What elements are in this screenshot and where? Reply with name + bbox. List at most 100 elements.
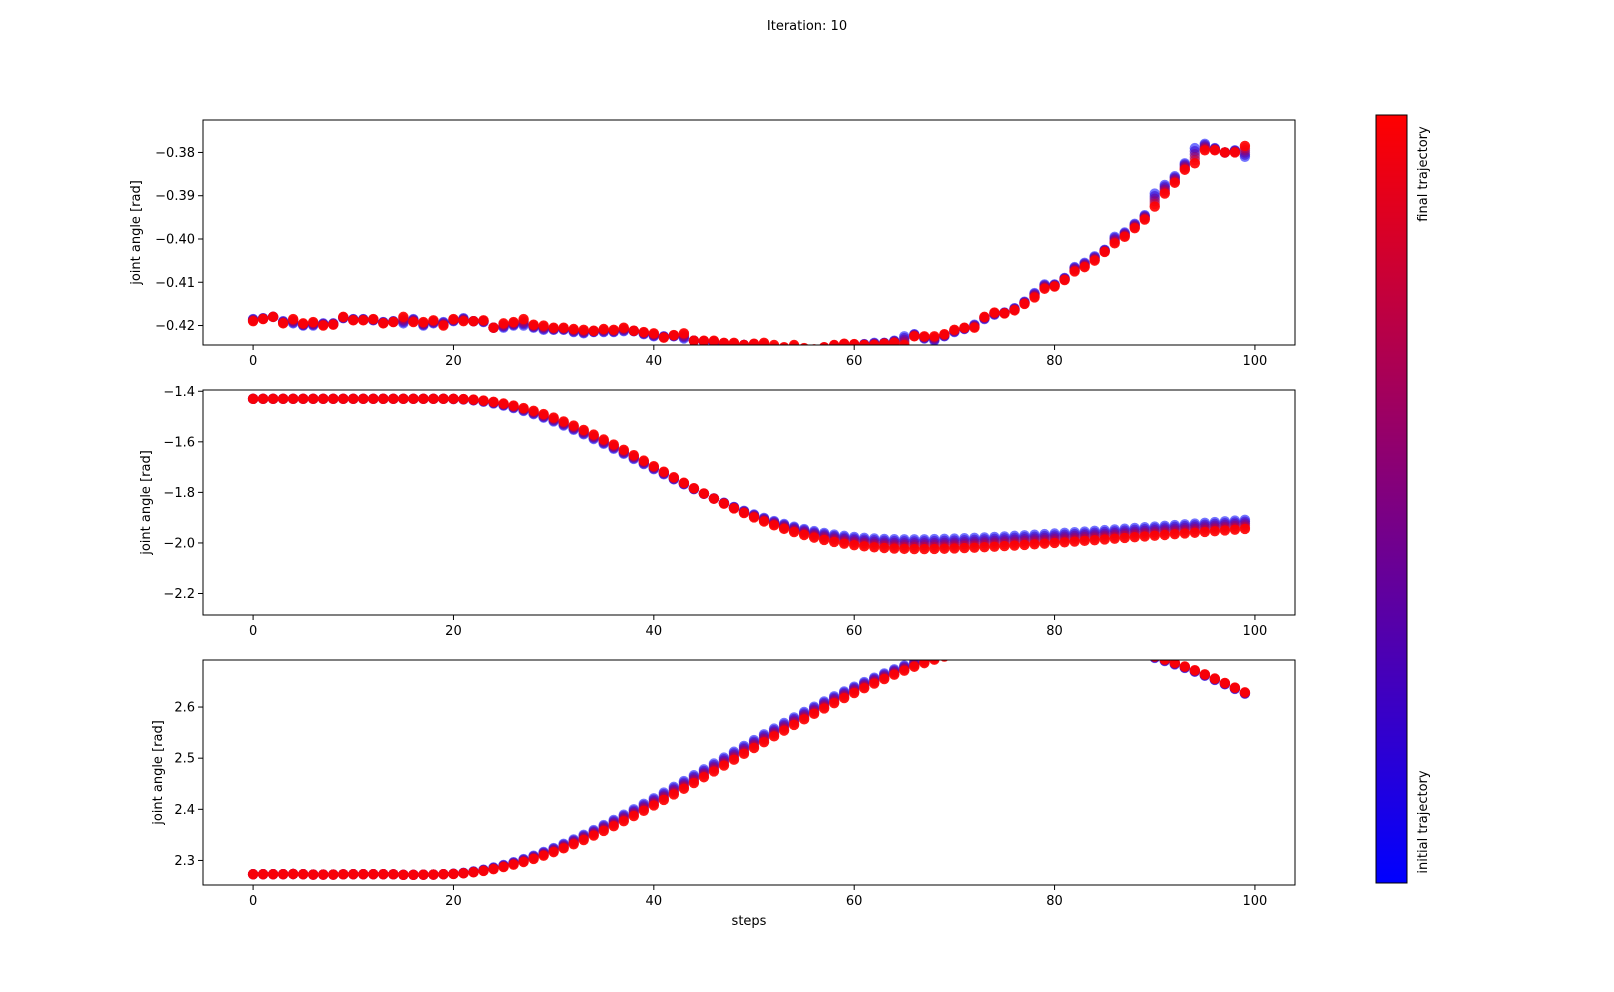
scatter-point xyxy=(959,646,969,656)
scatter-point xyxy=(648,460,660,472)
scatter-point xyxy=(812,344,816,345)
scatter-point xyxy=(778,523,790,535)
scatter-point xyxy=(318,869,329,880)
y-axis-label: joint angle [rad] xyxy=(129,180,144,286)
y-tick-label: 2.3 xyxy=(174,854,195,869)
scatter-point xyxy=(458,868,469,879)
scatter-point xyxy=(1130,646,1140,656)
scatter-point xyxy=(668,789,680,800)
scatter-point xyxy=(1129,222,1140,234)
scatter-point xyxy=(808,532,820,543)
scatter-point xyxy=(598,825,609,837)
scatter-point xyxy=(1099,641,1109,651)
scatter-point xyxy=(1079,637,1089,647)
scatter-point xyxy=(508,859,519,870)
scatter-point xyxy=(1099,534,1110,545)
series-iteration-1 xyxy=(247,393,1251,545)
scatter-point xyxy=(398,869,409,880)
scatter-point xyxy=(448,313,459,325)
scatter-point xyxy=(941,660,948,661)
scatter-point xyxy=(1019,298,1030,310)
scatter-point xyxy=(328,393,339,405)
scatter-point xyxy=(388,316,399,328)
scatter-point xyxy=(1069,636,1079,646)
scatter-point xyxy=(428,869,439,880)
scatter-point xyxy=(781,344,787,345)
scatter-point xyxy=(1119,645,1129,655)
scatter-point xyxy=(368,869,379,880)
scatter-point xyxy=(658,466,670,477)
scatter-point xyxy=(999,540,1010,552)
scatter-point xyxy=(919,331,930,342)
scatter-point xyxy=(648,328,660,339)
scatter-points xyxy=(247,393,1251,555)
scatter-point xyxy=(828,697,840,709)
scatter-point xyxy=(1089,255,1100,266)
scatter-point xyxy=(1029,635,1039,645)
scatter-point xyxy=(277,393,289,405)
scatter-point xyxy=(548,322,559,333)
scatter-point xyxy=(949,324,960,336)
scatter-point xyxy=(1089,638,1099,648)
scatter-point xyxy=(999,637,1009,647)
scatter-point xyxy=(889,669,900,680)
scatter-point xyxy=(618,815,629,827)
scatter-point xyxy=(297,393,309,405)
scatter-point xyxy=(1069,636,1079,646)
scatter-point xyxy=(799,345,809,355)
scatter-point xyxy=(979,640,989,650)
scatter-point xyxy=(698,488,710,499)
x-tick-label: 100 xyxy=(1243,354,1268,369)
scatter-point xyxy=(618,444,629,456)
scatter-point xyxy=(969,643,979,653)
scatter-point xyxy=(708,766,720,777)
scatter-point xyxy=(979,641,989,651)
scatter-point xyxy=(578,324,589,336)
x-tick-label: 20 xyxy=(445,624,462,639)
scatter-point xyxy=(698,335,710,345)
scatter-point xyxy=(1169,660,1180,669)
scatter-point xyxy=(468,316,479,327)
scatter-point xyxy=(1019,636,1029,646)
scatter-point xyxy=(1130,647,1140,657)
scatter-point xyxy=(1179,164,1191,175)
scatter-point xyxy=(979,541,990,553)
scatter-point xyxy=(1189,527,1201,538)
scatter-point xyxy=(1059,537,1070,548)
scatter-point xyxy=(1089,638,1099,648)
scatter-point xyxy=(578,834,589,846)
scatter-point xyxy=(949,645,959,655)
scatter-point xyxy=(889,337,900,345)
scatter-point xyxy=(999,637,1009,647)
scatter-point xyxy=(498,398,509,409)
scatter-point xyxy=(1140,649,1150,659)
scatter-point xyxy=(358,393,369,405)
scatter-point xyxy=(929,660,940,665)
scatter-point xyxy=(909,331,920,342)
scatter-point xyxy=(287,868,299,880)
scatter-point xyxy=(969,322,980,333)
scatter-point xyxy=(969,642,979,652)
series-iteration-2 xyxy=(247,393,1251,547)
colorbar-label-top: final trajectory xyxy=(1416,126,1431,222)
scatter-point xyxy=(869,542,880,553)
scatter-point xyxy=(1059,274,1070,286)
scatter-point xyxy=(1039,538,1050,549)
scatter-point xyxy=(267,393,279,405)
scatter-point xyxy=(828,339,840,345)
scatter-point xyxy=(818,703,830,714)
scatter-point xyxy=(1069,636,1079,646)
scatter-point xyxy=(1239,523,1251,535)
x-tick-label: 80 xyxy=(1046,354,1063,369)
scatter-point xyxy=(257,869,269,880)
scatter-point xyxy=(548,846,559,858)
scatter-point xyxy=(418,869,429,880)
scatter-point xyxy=(1140,649,1150,659)
scatter-point xyxy=(758,516,770,527)
axes-frame xyxy=(202,389,1296,616)
scatter-point xyxy=(778,725,790,736)
scatter-point xyxy=(267,311,279,323)
x-tick-label: 60 xyxy=(846,894,863,909)
x-tick-label: 80 xyxy=(1046,624,1063,639)
scatter-point xyxy=(718,498,730,509)
